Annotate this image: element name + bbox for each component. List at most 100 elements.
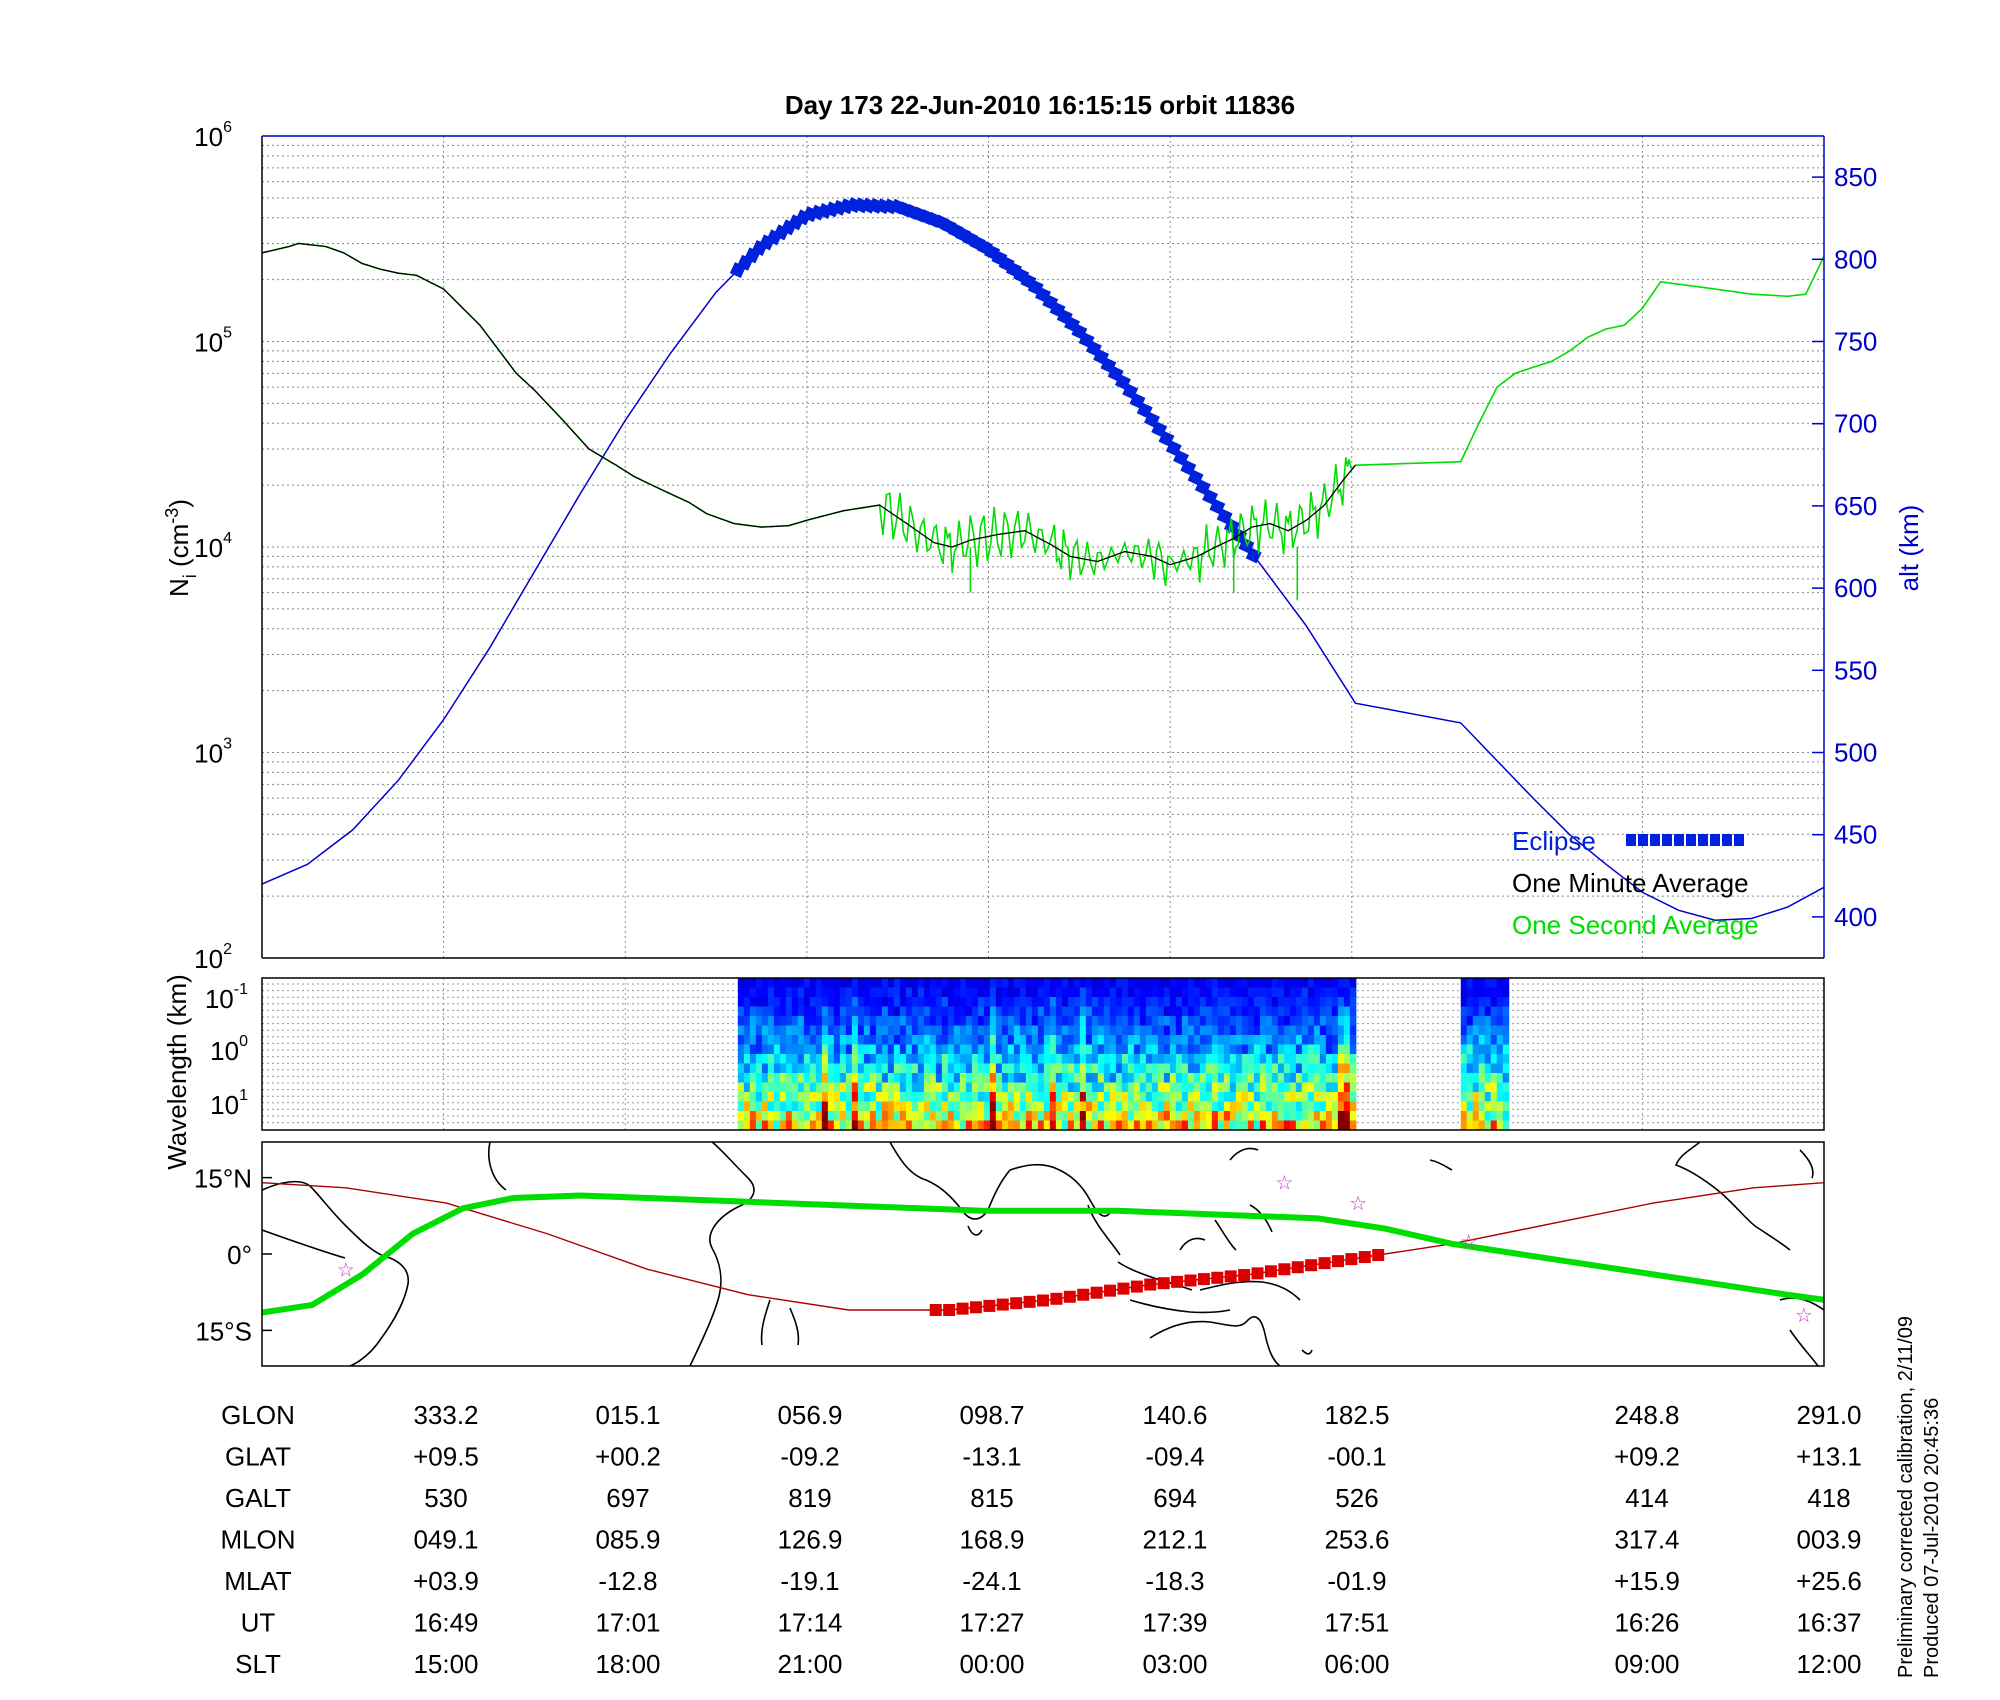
- spectrogram-cell: [797, 1063, 805, 1074]
- spectrogram-cell: [971, 1054, 979, 1064]
- spectrogram-cell: [1307, 997, 1315, 1007]
- spectrogram-cell: [1259, 1025, 1267, 1036]
- density-gridlines: [262, 136, 1824, 958]
- y2-tick-label: 750: [1834, 327, 1877, 357]
- spectrogram-cell: [1343, 997, 1351, 1007]
- table-cell: +00.2: [595, 1442, 661, 1472]
- spectrogram-cell: [785, 1016, 793, 1026]
- spectrogram-cell: [755, 1044, 763, 1055]
- spectrogram-cell: [1109, 1101, 1117, 1112]
- spectrogram-cell: [1496, 1082, 1504, 1093]
- spectrogram-cell: [1223, 1063, 1231, 1074]
- table-cell: 16:49: [413, 1608, 478, 1638]
- table-cell: 526: [1335, 1483, 1378, 1513]
- spectrogram-cell: [1163, 997, 1171, 1007]
- spectrogram-cell: [1103, 1082, 1111, 1093]
- spectrogram-cell: [1253, 1101, 1261, 1112]
- legend-eclipse-square: [1638, 834, 1648, 846]
- spectrogram-cell: [1133, 1054, 1141, 1064]
- spectrogram-cell: [941, 1073, 949, 1083]
- spectrogram-cell: [1151, 1120, 1159, 1130]
- spectrogram-cell: [833, 1006, 841, 1017]
- spectrogram-cell: [1307, 1044, 1315, 1055]
- legend-eclipse-swatch: [1626, 834, 1744, 846]
- spectrogram-cell: [1157, 1054, 1165, 1064]
- spectrogram-cell: [773, 987, 781, 998]
- spectrogram-cell: [911, 1006, 919, 1017]
- spectrogram-cell: [785, 1082, 793, 1093]
- spectrogram-cell: [1283, 1016, 1291, 1026]
- table-cell: +15.9: [1614, 1566, 1680, 1596]
- spectrogram-cell: [911, 1082, 919, 1093]
- spectrogram-cell: [803, 1063, 811, 1074]
- spectrogram-cell: [1241, 1006, 1249, 1017]
- spectrogram-cell: [1163, 1006, 1171, 1017]
- spectrogram-cell: [1466, 1063, 1474, 1074]
- spectrogram-cell: [935, 978, 943, 988]
- spectrogram-cell: [743, 1006, 751, 1017]
- spectrogram-cell: [1001, 1092, 1009, 1102]
- spectrogram-cell: [1175, 1073, 1183, 1083]
- legend-eclipse-square: [1674, 834, 1684, 846]
- spectrogram-cell: [755, 978, 763, 988]
- spectrogram-cell: [857, 1044, 865, 1055]
- table-cell: -09.4: [1145, 1442, 1204, 1472]
- spectrogram-cell: [1211, 1111, 1219, 1121]
- spectrogram-cell: [1472, 1073, 1480, 1083]
- spectrogram-cell: [1175, 1025, 1183, 1036]
- spectrogram-cell: [1145, 1006, 1153, 1017]
- spectrogram-cell: [965, 1120, 973, 1130]
- spectrogram-cell: [989, 1035, 997, 1045]
- spectrogram-cell: [1025, 1006, 1033, 1017]
- spectrogram-cell: [1484, 987, 1492, 998]
- spectrogram-cell: [1139, 1101, 1147, 1112]
- spectrogram-cell: [1478, 1092, 1486, 1102]
- spectrogram-cell: [1301, 1111, 1309, 1121]
- spectrogram-cell: [815, 1006, 823, 1017]
- spectrogram-cell: [935, 1092, 943, 1102]
- spectrogram-cell: [1247, 1035, 1255, 1045]
- spectrogram-cell: [1103, 1120, 1111, 1130]
- spectrogram-cell: [1271, 1044, 1279, 1055]
- spectrogram-cell: [1121, 978, 1129, 988]
- eclipse-track-marker: [1171, 1275, 1184, 1288]
- spectrogram-cell: [1157, 1006, 1165, 1017]
- spectrogram-cell: [1331, 1025, 1339, 1036]
- spectrogram-cell: [1007, 1073, 1015, 1083]
- spectrogram-cell: [1067, 1025, 1075, 1036]
- spectrogram-cell: [1301, 987, 1309, 998]
- spectrogram-cell: [1502, 1120, 1510, 1130]
- spectrogram-cell: [1169, 1044, 1177, 1055]
- spectrogram-cell: [1295, 997, 1303, 1007]
- spectrogram-cell: [809, 1044, 817, 1055]
- spectrogram-cell: [875, 1016, 883, 1026]
- spectrogram-cell: [863, 997, 871, 1007]
- spectrogram-cell: [971, 1082, 979, 1093]
- spectrogram-cell: [1223, 978, 1231, 988]
- spectrogram-cell: [1061, 1035, 1069, 1045]
- spectrogram-cell: [1253, 1111, 1261, 1121]
- spectrogram-cell: [1145, 1092, 1153, 1102]
- spectrogram-cell: [1109, 1092, 1117, 1102]
- spectrogram-cell: [1019, 1082, 1027, 1093]
- spectrogram-cell: [1145, 1035, 1153, 1045]
- table-cell: 418: [1807, 1483, 1850, 1513]
- spectrogram-cell: [1055, 1044, 1063, 1055]
- spectrogram-cell: [833, 1044, 841, 1055]
- spectrogram-cell: [1145, 978, 1153, 988]
- spectrogram-cell: [1019, 1054, 1027, 1064]
- spectrogram-cell: [1055, 997, 1063, 1007]
- spectrogram-cell: [941, 1111, 949, 1121]
- spectrogram-cell: [947, 1073, 955, 1083]
- spectrogram-cell: [983, 1120, 991, 1130]
- spectrogram-cell: [1043, 978, 1051, 988]
- spectrogram-cell: [1247, 1101, 1255, 1112]
- table-cell: 140.6: [1142, 1400, 1207, 1430]
- spectrogram-cell: [1301, 1006, 1309, 1017]
- spectrogram-cell: [1211, 978, 1219, 988]
- spectrogram-cell: [1223, 1073, 1231, 1083]
- spectrogram-cell: [1139, 978, 1147, 988]
- spectrogram-cell: [1169, 987, 1177, 998]
- table-cell: 17:01: [595, 1608, 660, 1638]
- spectrogram-cell: [1253, 1063, 1261, 1074]
